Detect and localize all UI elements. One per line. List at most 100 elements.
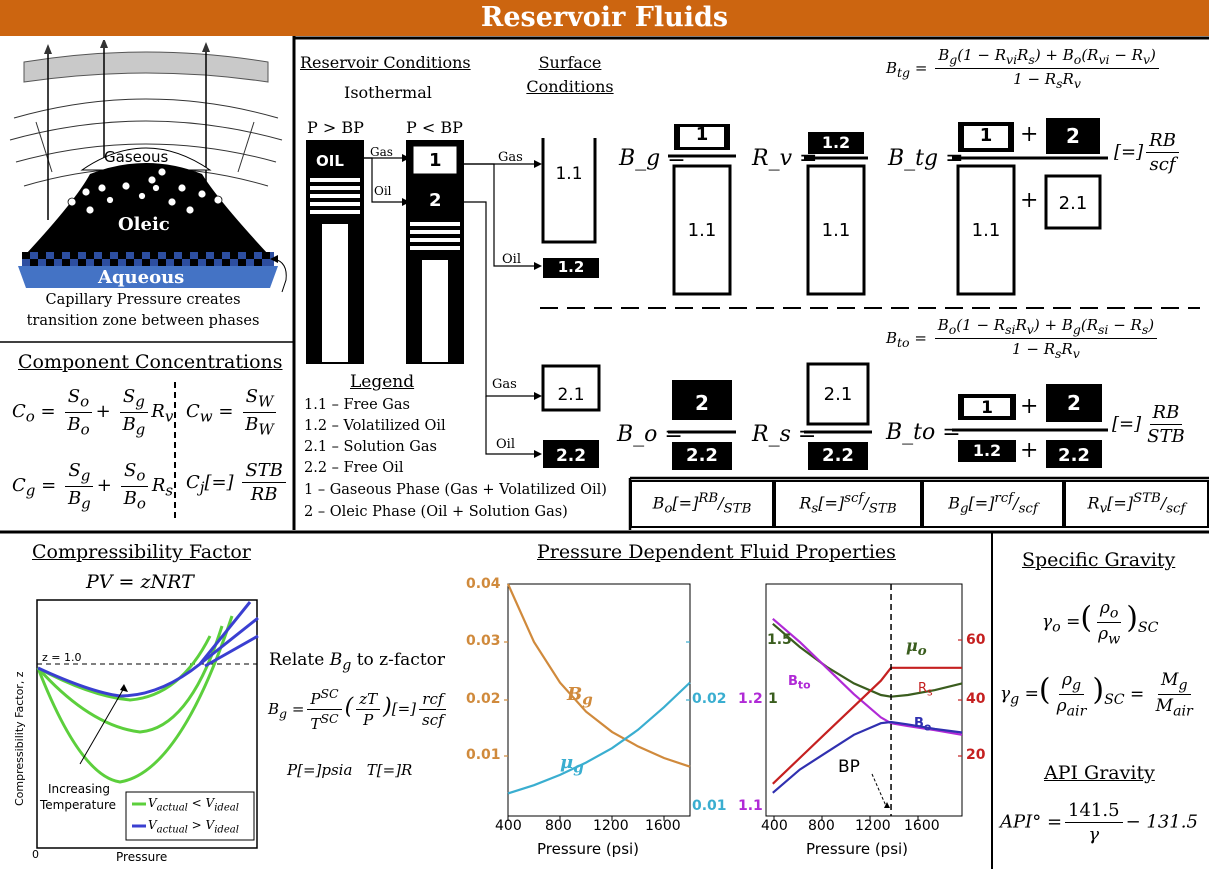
rs-den-box: 2.2: [822, 445, 854, 466]
pressure-props-heading: Pressure Dependent Fluid Properties: [537, 541, 896, 563]
surface-heading-2: Conditions: [526, 77, 614, 96]
bo-den-box: 2.2: [686, 445, 718, 466]
btg-unit: [=] RB scf: [1114, 130, 1182, 175]
left-x-tick-1200: 1200: [593, 818, 629, 834]
muo-tick-15: 1.5: [767, 632, 792, 648]
left-x-tick-800: 800: [545, 818, 572, 834]
bto-den-box1: 1.2: [972, 441, 1002, 460]
z-x-axis-label: Pressure: [116, 850, 168, 864]
co-formula: Co = So Bo + Sg Bg Rv: [12, 386, 174, 439]
gas-arrow-label: Gas: [370, 145, 393, 159]
bg-series-line: [506, 583, 691, 768]
cg-formula: Cg = Sg Bg + So Bo Rs: [12, 460, 174, 513]
api-formula: API° = 141.5 γ − 131.5: [1000, 800, 1198, 845]
btg-plus-top: +: [1020, 122, 1039, 147]
aqueous-label: Aqueous: [98, 267, 185, 288]
caption-line2: transition zone between phases: [26, 313, 260, 329]
rv-den-box: 1.1: [821, 220, 851, 241]
left-x-axis-label: Pressure (psi): [537, 840, 640, 858]
z-one-label: z = 1.0: [42, 651, 82, 664]
legend-item-2: 1.2 – Volatilized Oil: [304, 418, 446, 434]
oil-arrow-label-3: Oil: [496, 437, 515, 452]
left-x-tick-400: 400: [495, 818, 522, 834]
rs-num-box: 2.1: [823, 384, 853, 405]
surface-heading-1: Surface: [538, 53, 602, 72]
bo-series-line: [772, 720, 963, 794]
legend-green-label: Vactual < Videal: [148, 796, 239, 814]
rs-series-label: Rs: [918, 681, 933, 699]
bto-full-formula: Bto = Bo(1 − RsiRv) + Bg(Rsi − Rs) 1 − Rs…: [886, 316, 1160, 361]
bg-tick-002: 0.02: [466, 691, 501, 707]
btg-den-box2: 2.1: [1058, 193, 1088, 214]
box-1-label: 1: [429, 150, 442, 171]
oil-arrow-label: Oil: [374, 184, 392, 198]
gamma-o-formula: γo =(ρo ρw)SC: [1042, 598, 1159, 648]
bto-symbol: B_to =: [886, 420, 961, 445]
bg-tick-004: 0.04: [466, 576, 501, 592]
pv-znrt: PV = zNRT: [86, 571, 194, 593]
isothermal-label: Isothermal: [344, 83, 432, 102]
bto-num-box1: 1: [981, 398, 993, 418]
right-x-tick-1200: 1200: [855, 818, 891, 834]
btg-boxes: [668, 118, 1108, 296]
component-divider: [174, 382, 176, 522]
btg-full-formula: Btg = Bg(1 − RviRs) + Bo(Rvi − Rv) 1 − Rs…: [886, 46, 1162, 91]
bto-unit: [=] RB STB: [1112, 402, 1185, 447]
legend-heading: Legend: [350, 372, 415, 392]
box-21-label: 2.1: [557, 385, 585, 405]
legend-item-5: 1 – Gaseous Phase (Gas + Volatilized Oil…: [304, 482, 607, 498]
bto-num-box2: 2: [1067, 391, 1081, 415]
rs-symbol: R_s =: [752, 422, 817, 447]
z-y-axis-label: Compressibility Factor, z: [13, 671, 26, 806]
z-origin: 0: [32, 848, 39, 861]
page-title: Reservoir Fluids: [480, 2, 729, 33]
compressibility-heading: Compressibility Factor: [32, 541, 251, 563]
bto-plus-top: +: [1020, 394, 1039, 419]
legend-blue-label: Vactual > Videal: [148, 818, 239, 836]
legend-item-6: 2 – Oleic Phase (Oil + Solution Gas): [304, 504, 568, 520]
bg-unit-box: Bg[=]rcf/scf: [922, 480, 1064, 528]
bto-tick-12: 1.2: [738, 691, 763, 707]
rs-tick-60: 60: [966, 632, 986, 648]
rs-tick-40: 40: [966, 691, 986, 707]
btg-num-box2: 2: [1066, 124, 1080, 148]
rs-tick-20: 20: [966, 747, 986, 763]
btg-den-box1: 1.1: [971, 220, 1001, 241]
piston-label: Piston: [306, 272, 324, 318]
bo-series-label: Bo: [914, 716, 932, 734]
bg-symbol: B_g =: [619, 146, 686, 171]
specific-gravity-heading: Specific Gravity: [1022, 549, 1176, 571]
rs-unit-box: Rs[=]scf/STB: [774, 480, 922, 528]
legend-item-3: 2.1 – Solution Gas: [304, 439, 437, 455]
oil-arrow-label-2: Oil: [502, 252, 521, 267]
btg-plus-bottom: +: [1020, 188, 1039, 213]
bto-tick-11: 1.1: [738, 798, 763, 814]
legend-item-4: 2.2 – Free Oil: [304, 460, 404, 476]
left-x-tick-1600: 1600: [645, 818, 681, 834]
muo-tick-1: 1: [768, 691, 778, 707]
box-11-label: 1.1: [555, 164, 583, 184]
box-12-label: 1.2: [557, 258, 585, 276]
mug-tick-002: 0.02: [692, 691, 727, 707]
gaseous-label: Gaseous: [104, 148, 169, 166]
oleic-label: Oleic: [118, 214, 170, 235]
right-x-tick-800: 800: [808, 818, 835, 834]
rv-symbol: R_v =: [752, 146, 818, 171]
api-gravity-heading: API Gravity: [1044, 762, 1155, 784]
mug-tick-001: 0.01: [692, 798, 727, 814]
cw-formula: Cw = SW BW: [186, 386, 280, 438]
gas-arrow-label-3: Gas: [492, 377, 517, 392]
bo-unit-box: Bo[=]RB/STB: [630, 480, 774, 528]
increasing-label-2: Temperature: [40, 798, 117, 812]
increasing-label-1: Increasing: [48, 782, 110, 796]
right-x-axis-label: Pressure (psi): [806, 840, 909, 858]
oil-cylinder-label: OIL: [316, 152, 344, 170]
p-above-bp: P > BP: [307, 118, 364, 137]
bto-boxes: [668, 362, 1108, 470]
component-heading: Component Concentrations: [18, 351, 283, 373]
p-below-bp: P < BP: [406, 118, 463, 137]
reservoir-diagram: [9, 40, 287, 293]
caption-line1: Capillary Pressure creates: [45, 292, 241, 308]
gamma-g-formula: γg =(ρg ρair)SC = Mg Mair: [1000, 670, 1193, 720]
oil-props-chart: [765, 583, 963, 821]
